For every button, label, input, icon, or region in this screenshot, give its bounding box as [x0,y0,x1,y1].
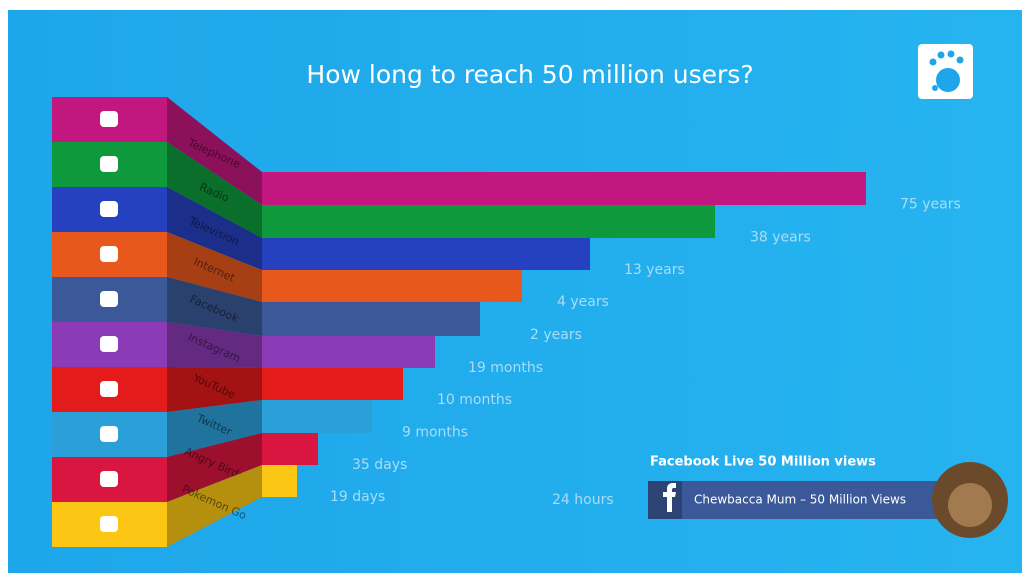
side-panel [167,187,262,270]
side-panel [167,400,262,457]
side-panel [167,367,262,412]
time-label: 13 years [624,262,685,278]
time-label: 75 years [900,197,961,213]
bar [262,302,480,336]
time-label: 38 years [750,230,811,246]
icon [100,381,118,397]
time-label: 35 days [352,457,407,473]
icon [100,156,118,172]
bar [262,238,590,270]
bar [262,433,318,465]
side-panel [167,322,262,368]
facebook-glyph [663,483,676,512]
bar [262,205,715,238]
side-panel [167,232,262,302]
time-label: 19 days [330,489,385,505]
icon [100,471,118,487]
icon [100,426,118,442]
bar [262,465,297,497]
time-label: 4 years [557,294,609,310]
bar [262,172,866,205]
live-heading: Facebook Live 50 Million views [650,455,876,470]
icon [100,291,118,307]
side-panel [167,277,262,336]
live-icon [648,481,682,519]
time-label: 19 months [468,360,543,376]
live-box [648,481,960,519]
bar [262,336,435,368]
bar [262,270,522,302]
time-label: 9 months [402,425,468,441]
live-caption: Chewbacca Mum – 50 Million Views [694,493,906,507]
facebook-live: Facebook Live 50 Million views 24 hours … [552,455,1008,538]
icon [100,111,118,127]
side-panel [167,97,262,205]
live-time: 24 hours [552,492,614,508]
time-label: 2 years [530,327,582,343]
logo [918,44,973,99]
side-panel [167,433,262,502]
bar [262,400,372,433]
icon [100,516,118,532]
side-panel [167,142,262,238]
photo-face [948,483,992,527]
icon [100,246,118,262]
icon [100,336,118,352]
title: How long to reach 50 million users? [306,60,753,89]
bar [262,368,403,400]
side-panel [167,465,262,547]
icon [100,201,118,217]
time-label: 10 months [437,392,512,408]
